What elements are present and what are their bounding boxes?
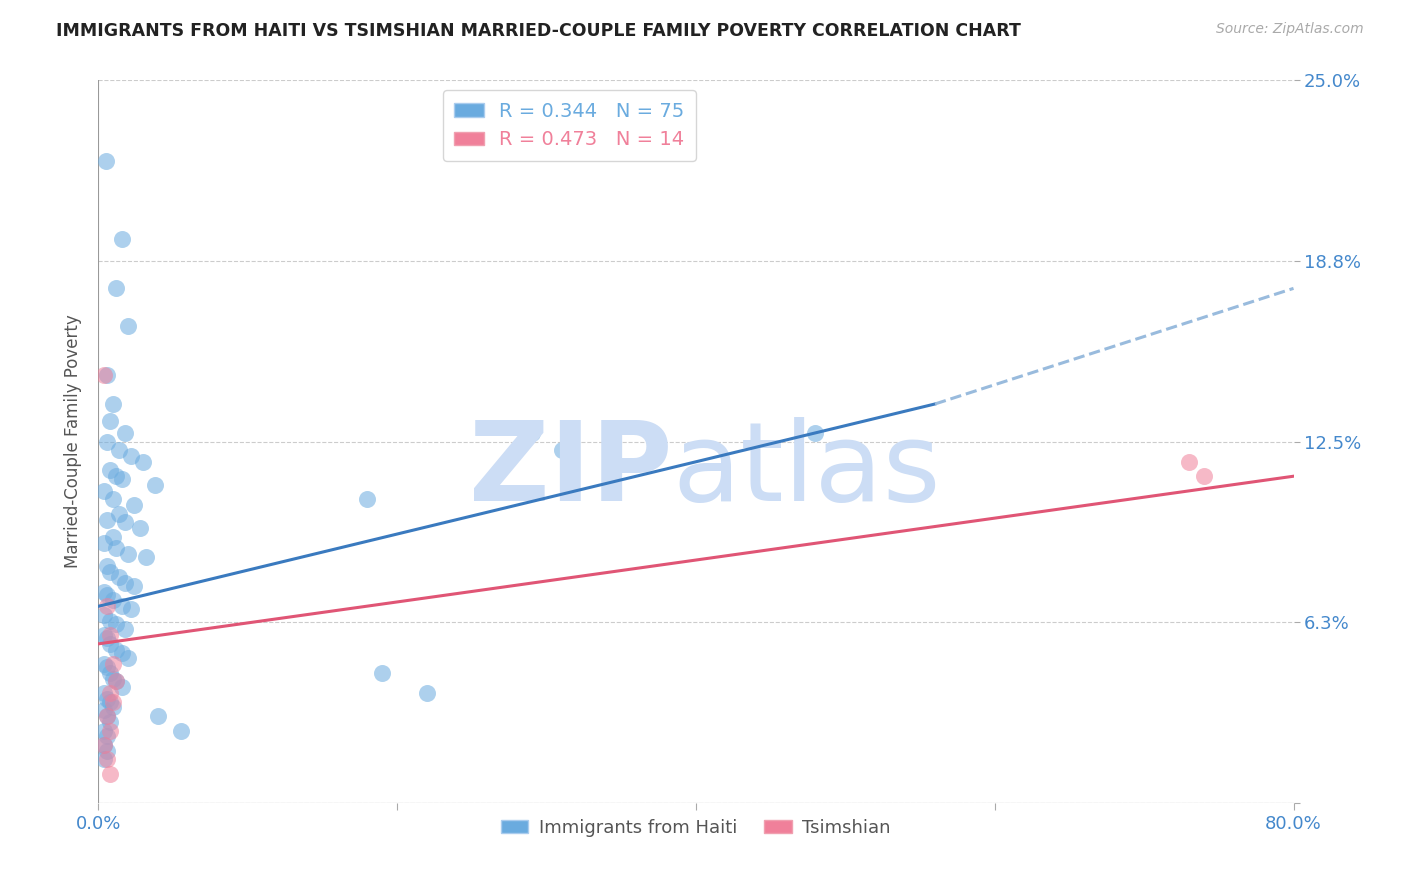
Point	[103, 657, 125, 671]
Point	[96, 752, 118, 766]
Point	[124, 579, 146, 593]
Point	[129, 521, 152, 535]
Point	[96, 691, 118, 706]
Point	[114, 623, 136, 637]
Point	[98, 414, 122, 428]
Point	[96, 558, 118, 573]
Point	[117, 318, 139, 333]
Point	[169, 723, 191, 738]
Point	[105, 469, 128, 483]
Point	[111, 232, 134, 246]
Point	[124, 498, 146, 512]
Point	[143, 478, 166, 492]
Point	[111, 599, 134, 614]
Point	[105, 674, 128, 689]
Point	[98, 767, 122, 781]
Point	[98, 628, 122, 642]
Point	[96, 512, 118, 526]
Point	[96, 588, 118, 602]
Point	[111, 680, 134, 694]
Point	[96, 599, 118, 614]
Text: atlas: atlas	[672, 417, 941, 524]
Point	[111, 646, 134, 660]
Point	[103, 593, 125, 607]
Point	[96, 709, 118, 723]
Point	[416, 686, 439, 700]
Point	[103, 695, 125, 709]
Text: Source: ZipAtlas.com: Source: ZipAtlas.com	[1216, 22, 1364, 37]
Point	[103, 397, 125, 411]
Point	[93, 368, 115, 382]
Point	[1192, 469, 1215, 483]
Point	[550, 443, 572, 458]
Point	[356, 492, 378, 507]
Point	[98, 665, 122, 680]
Point	[105, 674, 128, 689]
Point	[111, 472, 134, 486]
Point	[98, 686, 122, 700]
Point	[120, 602, 142, 616]
Point	[135, 550, 157, 565]
Point	[114, 576, 136, 591]
Point	[148, 709, 170, 723]
Point	[94, 154, 117, 169]
Point	[98, 637, 122, 651]
Point	[1178, 455, 1201, 469]
Point	[114, 425, 136, 440]
Legend: Immigrants from Haiti, Tsimshian: Immigrants from Haiti, Tsimshian	[494, 812, 898, 845]
Point	[93, 607, 115, 622]
Point	[105, 281, 128, 295]
Point	[93, 723, 115, 738]
Point	[98, 695, 122, 709]
Text: ZIP: ZIP	[468, 417, 672, 524]
Point	[103, 700, 125, 714]
Point	[96, 744, 118, 758]
Point	[108, 443, 131, 458]
Point	[93, 628, 115, 642]
Point	[96, 434, 118, 449]
Point	[105, 642, 128, 657]
Point	[371, 665, 394, 680]
Point	[132, 455, 155, 469]
Point	[103, 492, 125, 507]
Point	[98, 463, 122, 477]
Point	[117, 651, 139, 665]
Point	[117, 547, 139, 561]
Point	[96, 729, 118, 743]
Point	[98, 565, 122, 579]
Point	[98, 723, 122, 738]
Point	[520, 425, 543, 440]
Point	[93, 584, 115, 599]
Point	[98, 614, 122, 628]
Y-axis label: Married-Couple Family Poverty: Married-Couple Family Poverty	[65, 315, 83, 568]
Point	[93, 483, 115, 498]
Point	[93, 703, 115, 717]
Point	[105, 541, 128, 556]
Point	[96, 660, 118, 674]
Point	[108, 507, 131, 521]
Point	[93, 738, 115, 752]
Point	[96, 631, 118, 645]
Point	[108, 570, 131, 584]
Point	[96, 709, 118, 723]
Point	[93, 657, 115, 671]
Point	[98, 714, 122, 729]
Point	[105, 616, 128, 631]
Text: IMMIGRANTS FROM HAITI VS TSIMSHIAN MARRIED-COUPLE FAMILY POVERTY CORRELATION CHA: IMMIGRANTS FROM HAITI VS TSIMSHIAN MARRI…	[56, 22, 1021, 40]
Point	[93, 686, 115, 700]
Point	[103, 530, 125, 544]
Point	[93, 738, 115, 752]
Point	[804, 425, 827, 440]
Point	[114, 516, 136, 530]
Point	[120, 449, 142, 463]
Point	[93, 752, 115, 766]
Point	[96, 368, 118, 382]
Point	[93, 535, 115, 549]
Point	[103, 672, 125, 686]
